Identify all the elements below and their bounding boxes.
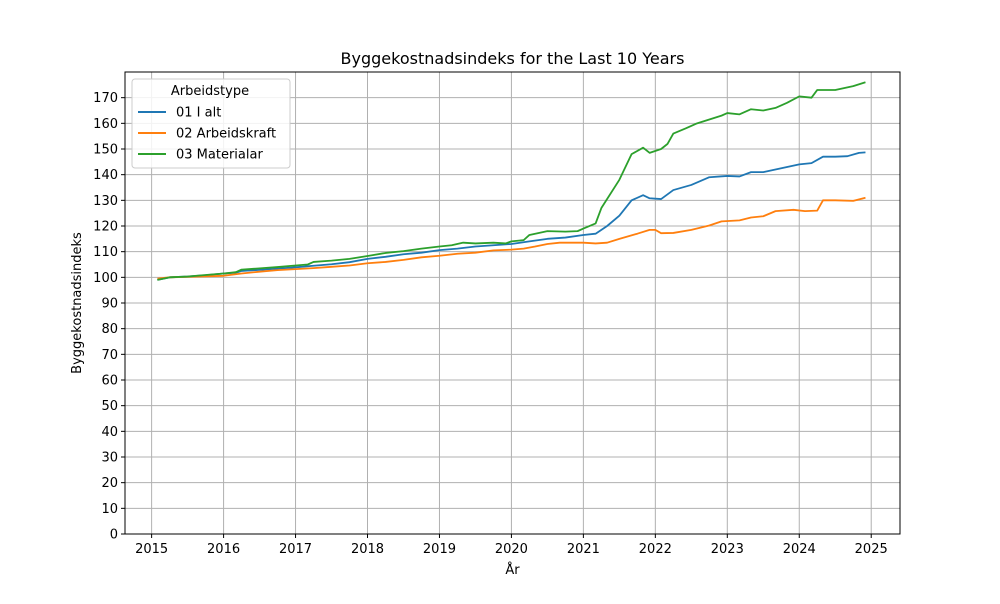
- x-tick-label: 2018: [351, 542, 384, 557]
- legend-label-2: 02 Arbeidskraft: [176, 127, 276, 142]
- legend-box: [131, 78, 291, 169]
- x-tick-label: 2016: [207, 542, 240, 557]
- y-tick-label: 140: [93, 168, 118, 183]
- y-tick-label: 80: [101, 322, 118, 337]
- x-axis-label: År: [505, 562, 520, 578]
- y-tick-label: 40: [101, 425, 118, 440]
- x-tick-label: 2023: [711, 542, 744, 557]
- y-tick-label: 150: [93, 143, 118, 158]
- y-axis: 0 10 20 30 40 50 60 70 80 90 100 110 120 130 140 150 160…: [93, 91, 125, 543]
- series-line-2: [157, 196, 866, 280]
- x-tick-label: 2020: [495, 542, 528, 557]
- x-tick-label: 2024: [783, 542, 816, 557]
- legend: Arbeidstype 01 I alt 02 Arbeidskraft 03 Mat…: [131, 78, 291, 169]
- series-layer: [157, 81, 866, 281]
- y-tick-label: 120: [93, 220, 118, 235]
- y-tick-label: 160: [93, 117, 118, 132]
- x-tick-label: 2019: [423, 542, 456, 557]
- series-line-1: [157, 151, 866, 281]
- y-tick-label: 70: [101, 348, 118, 363]
- y-tick-label: 20: [101, 476, 118, 491]
- y-tick-label: 10: [101, 502, 118, 517]
- x-tick-label: 2022: [639, 542, 672, 557]
- y-tick-label: 100: [93, 271, 118, 286]
- y-tick-label: 170: [93, 91, 118, 106]
- y-tick-label: 60: [101, 374, 118, 389]
- x-tick-label: 2017: [279, 542, 312, 557]
- y-tick-label: 0: [110, 528, 118, 543]
- legend-title: Arbeidstype: [171, 84, 249, 99]
- x-axis: 2015 2016 2017 2018 2019 2020 2021 2022 2023 2024…: [135, 534, 888, 557]
- y-tick-label: 90: [101, 297, 118, 312]
- y-tick-label: 30: [101, 451, 118, 466]
- y-tick-label: 130: [93, 194, 118, 209]
- legend-label-1: 01 I alt: [176, 106, 221, 121]
- y-tick-label: 50: [101, 399, 118, 414]
- series-line-3: [157, 81, 866, 281]
- x-tick-label: 2015: [135, 542, 168, 557]
- x-tick-label: 2025: [855, 542, 888, 557]
- chart-title: Byggekostnadsindeks for the Last 10 Year…: [341, 49, 685, 68]
- y-tick-label: 110: [93, 245, 118, 260]
- y-axis-label: Byggekostnadsindeks: [70, 232, 85, 374]
- grid: [125, 72, 900, 535]
- x-tick-label: 2021: [567, 542, 600, 557]
- legend-label-3: 03 Materialar: [176, 148, 263, 163]
